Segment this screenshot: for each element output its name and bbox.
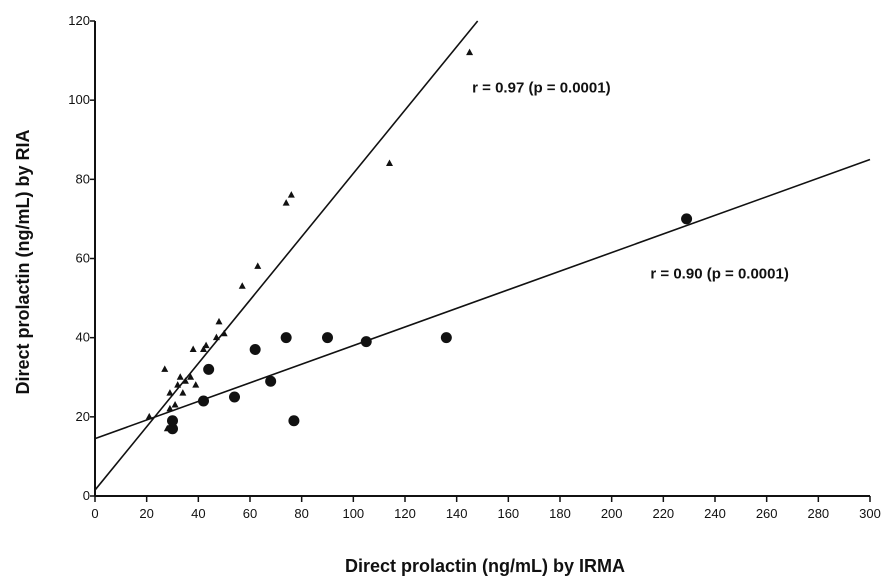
y-tick-label: 80 — [76, 171, 90, 186]
triangle-point — [466, 48, 474, 56]
x-tick-label: 100 — [342, 506, 364, 521]
triangle-point — [254, 262, 262, 269]
circle-point — [288, 415, 300, 427]
triangle-point — [189, 345, 197, 353]
y-axis-title: Direct prolactin (ng/mL) by RIA — [13, 129, 33, 394]
correlation-annotation: r = 0.90 (p = 0.0001) — [650, 265, 788, 282]
triangle-point — [287, 191, 295, 198]
circle-point — [203, 363, 215, 375]
circle-point — [681, 213, 693, 225]
y-tick-label: 20 — [76, 409, 90, 424]
y-axis-ticks: 0 20 40 60 80 100 120 — [68, 13, 95, 503]
triangle-point — [145, 412, 153, 420]
x-tick-label: 180 — [549, 506, 571, 521]
regression-line-2 — [94, 158, 871, 440]
x-axis-title: Direct prolactin (ng/mL) by IRMA — [345, 556, 625, 576]
y-tick-label: 100 — [68, 92, 90, 107]
triangle-point — [192, 381, 200, 388]
circle-point — [167, 415, 178, 427]
x-tick-label: 260 — [756, 506, 778, 521]
triangle-point — [161, 365, 169, 372]
x-tick-label: 20 — [139, 506, 153, 521]
triangle-point — [202, 341, 210, 349]
x-tick-label: 120 — [394, 506, 416, 521]
circle-point — [360, 336, 372, 348]
circle-point — [249, 344, 261, 356]
x-tick-label: 240 — [704, 506, 726, 521]
x-tick-label: 0 — [91, 506, 98, 521]
annotations: r = 0.97 (p = 0.0001) r = 0.90 (p = 0.000… — [472, 79, 789, 282]
x-tick-label: 160 — [497, 506, 519, 521]
circle-point — [229, 391, 240, 403]
triangle-point — [238, 282, 246, 289]
x-tick-label: 40 — [191, 506, 205, 521]
data-points — [145, 48, 693, 435]
circle-point — [440, 332, 452, 344]
triangle-point — [171, 400, 179, 408]
x-tick-label: 80 — [294, 506, 308, 521]
triangle-point — [181, 377, 189, 384]
triangle-point — [166, 389, 174, 396]
circle-point — [198, 395, 209, 407]
circle-point — [167, 423, 178, 435]
y-tick-label: 60 — [76, 251, 90, 266]
triangle-point — [166, 404, 174, 412]
triangle-point — [215, 317, 223, 325]
regression-line-1 — [94, 20, 479, 491]
x-tick-label: 140 — [446, 506, 468, 521]
triangle-point — [212, 333, 220, 341]
correlation-annotation: r = 0.97 (p = 0.0001) — [472, 79, 610, 96]
x-tick-label: 280 — [807, 506, 829, 521]
y-tick-label: 40 — [76, 330, 90, 345]
circle-point — [280, 332, 292, 344]
x-tick-label: 60 — [243, 506, 257, 521]
y-tick-label: 120 — [68, 13, 90, 28]
y-tick-label: 0 — [83, 488, 90, 503]
circle-point — [322, 332, 333, 344]
triangle-point — [176, 373, 184, 380]
triangle-point — [187, 373, 195, 380]
triangle-point — [179, 389, 187, 396]
triangle-point — [220, 329, 228, 337]
circle-point — [265, 375, 277, 387]
x-tick-label: 300 — [859, 506, 881, 521]
triangle-point — [386, 159, 393, 166]
triangle-point — [282, 199, 290, 206]
triangle-point — [200, 345, 207, 353]
x-axis-ticks: 0 20 40 60 80 100 120 140 160 180 200 220 240 260 280 3… — [91, 496, 881, 521]
x-tick-label: 220 — [652, 506, 674, 521]
plot-area — [94, 20, 871, 491]
x-tick-label: 200 — [601, 506, 623, 521]
triangle-point — [174, 381, 182, 388]
